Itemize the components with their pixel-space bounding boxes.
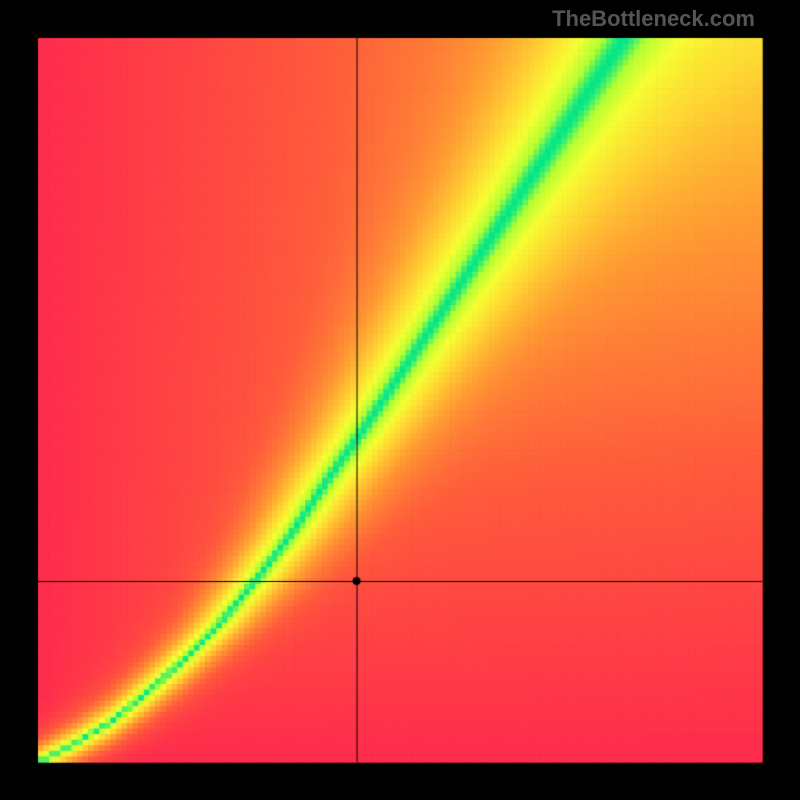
chart-container: TheBottleneck.com xyxy=(0,0,800,800)
bottleneck-heatmap xyxy=(0,0,800,800)
watermark-text: TheBottleneck.com xyxy=(552,6,755,32)
